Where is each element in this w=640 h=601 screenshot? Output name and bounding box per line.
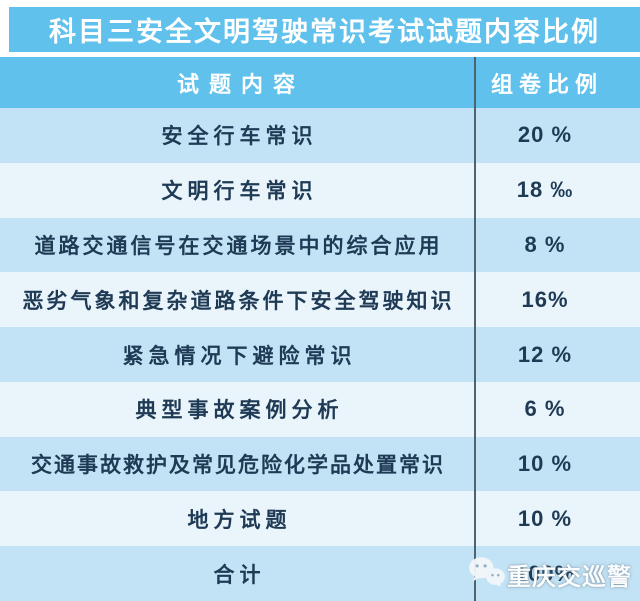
table-body: 安全行车常识 20 % 文明行车常识 18 ‰ 道路交通信号在交通场景中的综合应… [0,108,640,601]
page-title: 科目三安全文明驾驶常识考试试题内容比例 [49,17,600,47]
row-value: 10 % [517,451,573,477]
row-label: 安全行车常识 [161,125,318,149]
proportion-table: 试题内容 组卷比例 安全行车常识 20 % 文明行车常识 18 ‰ 道路交通信号… [0,57,640,601]
table-row: 恶劣气象和复杂道路条件下安全驾驶知识 16% [0,272,640,328]
row-label: 交通事故救护及常见危险化学品处置常识 [31,454,445,478]
watermark-text: 重庆交巡警 [507,563,632,591]
row-value: 6 % [524,396,566,422]
title-banner: 科目三安全文明驾驶常识考试试题内容比例 [9,7,640,52]
header-content-label: 试题内容 [176,71,305,97]
header-cell-content: 试题内容 [0,57,474,108]
row-value: 12 % [517,341,573,367]
column-divider [474,57,476,601]
table-row-total: 合计 100% [0,546,640,601]
row-value-total: 100% [514,560,576,586]
row-label: 典型事故案例分析 [135,399,344,423]
table-header-row: 试题内容 组卷比例 [0,57,640,108]
row-label: 地方试题 [187,508,292,532]
table-row: 紧急情况下避险常识 12 % [0,327,640,382]
row-value: 16% [521,286,569,312]
table-row: 道路交通信号在交通场景中的综合应用 8 % [0,217,640,273]
watermark: 重庆交巡警 [468,556,632,592]
row-value: 18 ‰ [516,177,574,203]
table-row: 安全行车常识 20 % [0,108,640,163]
row-label: 文明行车常识 [161,180,318,204]
table-row: 地方试题 10 % [0,491,640,547]
header-ratio-label: 组卷比例 [490,71,603,97]
table-row: 文明行车常识 18 ‰ [0,162,640,218]
row-label: 恶劣气象和复杂道路条件下安全驾驶知识 [22,289,455,313]
row-value: 8 % [524,231,566,257]
row-value: 10 % [517,505,573,531]
table-row: 典型事故案例分析 6 % [0,381,640,437]
table-row: 交通事故救护及常见危险化学品处置常识 10 % [0,436,640,492]
header-cell-ratio: 组卷比例 [474,57,640,108]
row-label: 道路交通信号在交通场景中的综合应用 [34,234,443,258]
row-value: 20 % [517,122,573,148]
wechat-icon [468,556,506,592]
row-label: 紧急情况下避险常识 [122,344,357,368]
row-label: 合计 [213,563,266,587]
